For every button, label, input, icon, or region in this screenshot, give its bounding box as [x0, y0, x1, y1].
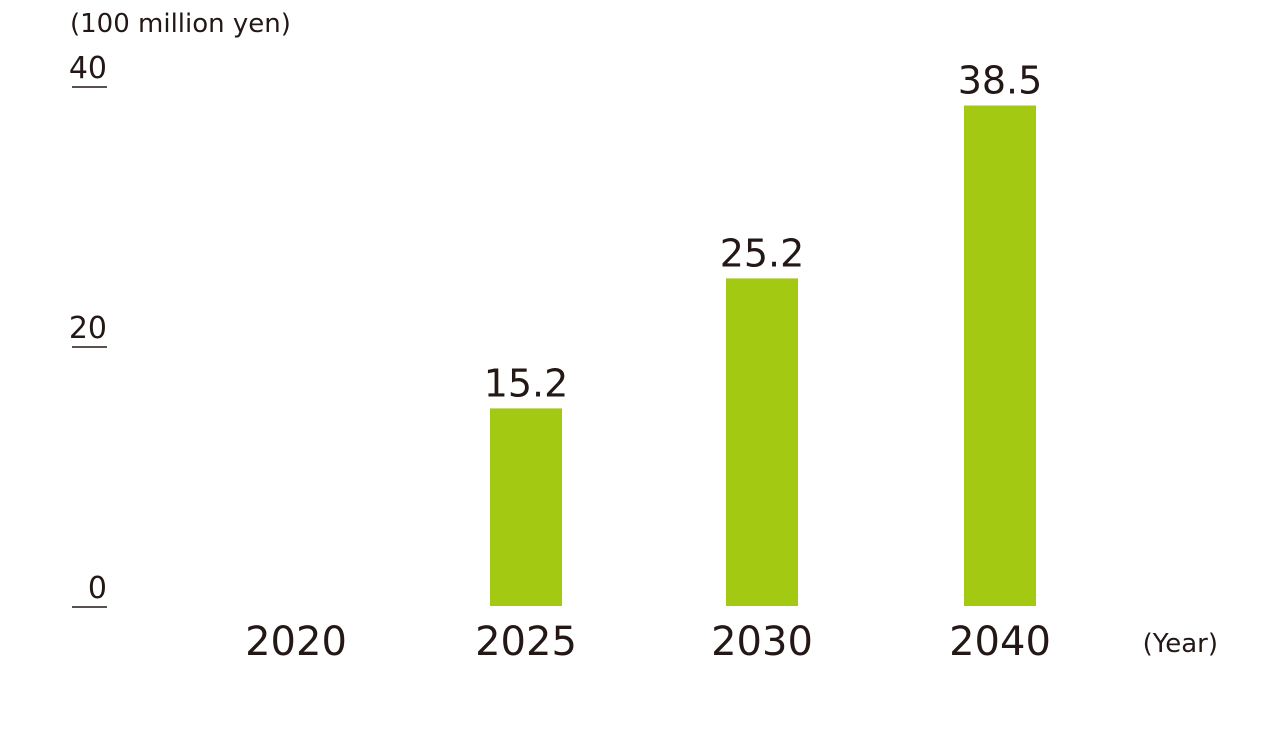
- y-axis-unit-label: (100 million yen): [70, 9, 291, 39]
- bars: 15.2 25.2 38.5: [484, 59, 1043, 606]
- y-axis: 0 20 40: [69, 51, 107, 608]
- bar-2040: [964, 105, 1036, 606]
- x-tick-label-2030: 2030: [711, 619, 813, 665]
- data-label-2025: 15.2: [484, 361, 569, 405]
- bar-2030: [726, 278, 798, 606]
- x-axis-unit-label: (Year): [1143, 629, 1218, 659]
- data-label-2040: 38.5: [958, 59, 1043, 103]
- x-tick-label-2020: 2020: [245, 619, 347, 665]
- x-axis: 2020 2025 2030 2040: [245, 619, 1051, 665]
- data-label-2030: 25.2: [720, 231, 805, 275]
- x-tick-label-2025: 2025: [475, 619, 577, 665]
- y-tick-label: 0: [88, 571, 107, 606]
- y-tick-label: 20: [69, 311, 107, 346]
- y-tick-label: 40: [69, 51, 107, 86]
- bar-2025: [490, 408, 562, 606]
- x-tick-label-2040: 2040: [949, 619, 1051, 665]
